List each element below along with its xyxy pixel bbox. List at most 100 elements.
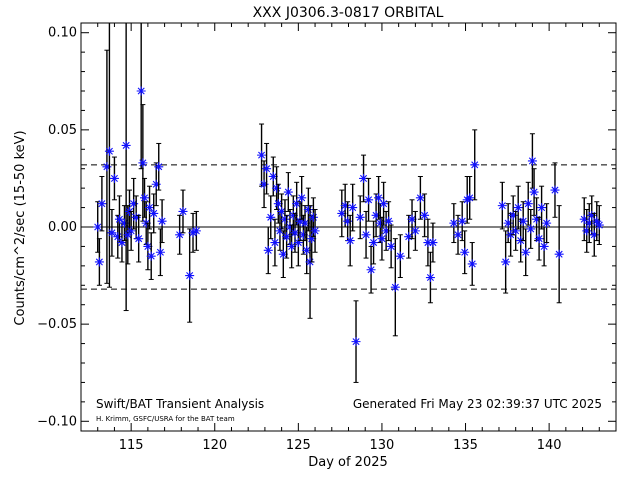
- asterisk-marker: [131, 212, 141, 222]
- asterisk-marker: [93, 222, 103, 232]
- data-point: [351, 300, 361, 383]
- data-point: [497, 181, 507, 230]
- data-point: [377, 216, 387, 261]
- data-point: [407, 199, 417, 240]
- asterisk-marker: [277, 206, 287, 216]
- asterisk-marker: [123, 230, 133, 240]
- data-point: [534, 216, 544, 261]
- data-point: [532, 197, 542, 242]
- data-point: [539, 226, 549, 267]
- asterisk-marker: [272, 183, 282, 193]
- asterisk-marker: [513, 203, 523, 213]
- asterisk-marker: [155, 247, 165, 257]
- annotation-generated: Generated Fri May 23 02:39:37 UTC 2025: [353, 397, 602, 411]
- asterisk-marker: [470, 160, 480, 170]
- data-point: [470, 129, 480, 201]
- data-point: [542, 203, 552, 244]
- data-point: [537, 185, 547, 230]
- data-point: [529, 168, 539, 216]
- asterisk-marker: [94, 257, 104, 267]
- data-point: [526, 209, 536, 249]
- data-point: [511, 210, 521, 251]
- y-tick-label: −0.05: [37, 317, 77, 332]
- asterisk-marker: [371, 210, 381, 220]
- asterisk-marker: [292, 199, 302, 209]
- asterisk-marker: [178, 206, 188, 216]
- data-point: [449, 203, 459, 244]
- asterisk-marker: [584, 218, 594, 228]
- asterisk-marker: [453, 230, 463, 240]
- asterisk-marker: [501, 257, 511, 267]
- data-point: [340, 183, 350, 228]
- asterisk-marker: [457, 216, 467, 226]
- data-point: [295, 201, 305, 242]
- asterisk-marker: [257, 150, 267, 160]
- data-point: [140, 177, 150, 218]
- asterisk-marker: [310, 226, 320, 236]
- asterisk-marker: [508, 210, 518, 220]
- asterisk-marker: [375, 218, 385, 228]
- asterisk-marker: [340, 201, 350, 211]
- asterisk-marker: [384, 216, 394, 226]
- asterisk-marker: [129, 199, 139, 209]
- asterisk-marker: [364, 195, 374, 205]
- asterisk-marker: [407, 214, 417, 224]
- data-point: [282, 214, 292, 259]
- asterisk-marker: [521, 247, 531, 257]
- annotation-swift-bat: Swift/BAT Transient Analysis: [96, 397, 264, 411]
- data-point: [297, 175, 307, 220]
- x-tick-label: 135: [453, 438, 478, 453]
- asterisk-marker: [361, 230, 371, 240]
- data-point: [361, 210, 371, 259]
- data-point: [467, 242, 477, 286]
- asterisk-marker: [355, 212, 365, 222]
- asterisk-marker: [374, 193, 384, 203]
- asterisk-marker: [113, 232, 123, 242]
- data-point: [185, 228, 195, 323]
- data-point: [379, 181, 389, 226]
- asterisk-marker: [307, 234, 317, 244]
- data-point: [104, 23, 114, 288]
- asterisk-marker: [550, 185, 560, 195]
- asterisk-marker: [283, 187, 293, 197]
- data-point: [369, 220, 379, 265]
- asterisk-marker: [146, 251, 156, 261]
- reference-lines: [81, 164, 616, 290]
- data-point: [501, 230, 511, 294]
- data-point: [97, 175, 107, 232]
- data-points: [93, 23, 604, 383]
- asterisk-marker: [428, 238, 438, 248]
- data-point: [423, 218, 433, 267]
- asterisk-marker: [420, 210, 430, 220]
- asterisk-marker: [582, 226, 592, 236]
- data-point: [310, 209, 320, 253]
- asterisk-marker: [154, 162, 164, 172]
- asterisk-marker: [369, 238, 379, 248]
- asterisk-marker: [423, 238, 433, 248]
- asterisk-marker: [351, 337, 361, 347]
- data-point: [404, 214, 414, 259]
- data-point: [550, 162, 560, 218]
- data-point: [262, 142, 272, 195]
- data-point: [345, 214, 355, 267]
- asterisk-marker: [287, 241, 297, 251]
- data-point: [277, 193, 287, 230]
- data-point: [513, 185, 523, 230]
- asterisk-marker: [377, 234, 387, 244]
- asterisk-marker: [121, 140, 131, 150]
- data-point: [107, 209, 117, 257]
- data-point: [420, 193, 430, 238]
- data-point: [527, 133, 537, 189]
- asterisk-marker: [404, 232, 414, 242]
- data-point: [303, 187, 313, 232]
- asterisk-marker: [282, 232, 292, 242]
- data-point: [126, 210, 136, 251]
- y-tick-label: 0.00: [48, 220, 77, 235]
- data-point: [134, 214, 144, 263]
- asterisk-marker: [516, 236, 526, 246]
- asterisk-marker: [386, 241, 396, 251]
- asterisk-marker: [337, 208, 347, 218]
- asterisk-marker: [290, 228, 300, 238]
- y-axis-ticks: −0.10 −0.05 0.00 0.05 0.10: [37, 26, 616, 429]
- data-point: [428, 222, 438, 263]
